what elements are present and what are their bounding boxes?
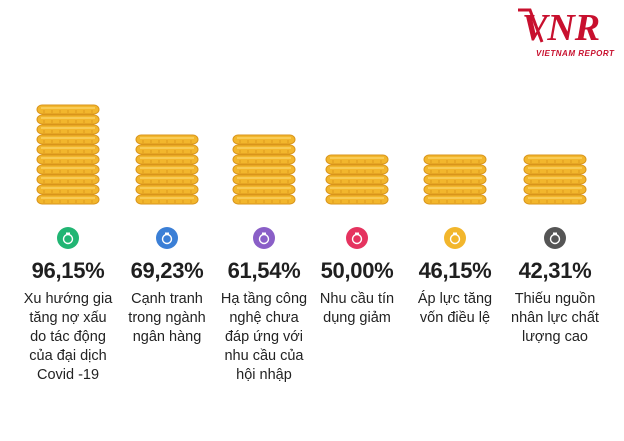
category-label: Nhu cầu tín dụng giảm — [305, 290, 409, 328]
category-label-line: do tác động — [30, 329, 106, 345]
category-label-line: nhu cầu của — [224, 348, 304, 364]
category-label-line: đáp ứng với — [224, 329, 304, 345]
category-label: Xu hướng gia tăng nợ xấu do tác động của đạ… — [16, 290, 120, 385]
category-label: Áp lực tăng vốn điều lệ — [403, 290, 507, 328]
vnr-logo-mark: VNR — [518, 7, 600, 49]
value-label: 50,00% — [320, 258, 394, 283]
category-label-line: trong ngành — [128, 310, 206, 326]
value-label: 46,15% — [418, 258, 492, 283]
category-label-line: tăng nợ xấu — [29, 310, 107, 326]
category-label-line: Nhu cầu tín — [319, 291, 395, 307]
category-label-line: hội nhập — [236, 367, 292, 383]
value-label: 42,31% — [518, 258, 592, 283]
category-label-line: lượng cao — [522, 329, 588, 345]
category-label-line: dụng giảm — [323, 310, 391, 326]
coin-bag-icon — [444, 227, 466, 249]
category-label: Thiếu nguồn nhân lực chất lượng cao — [503, 290, 607, 347]
category-label-line: nhân lực chất — [511, 310, 599, 326]
person-icon — [544, 227, 566, 249]
category-label: Hạ tầng công nghệ chưa đáp ứng với nhu cầu … — [212, 290, 316, 385]
value-label: 69,23% — [130, 258, 204, 283]
money-bag-icon — [57, 227, 79, 249]
category-label-line: Cạnh tranh — [131, 291, 203, 307]
coin-stack-bar — [523, 154, 587, 205]
category-label-line: của đại dịch — [29, 348, 107, 364]
network-icon — [253, 227, 275, 249]
category-label-line: Thiếu nguồn — [514, 291, 596, 307]
coin-stack-bar — [36, 104, 100, 205]
category-label-line: nghệ chưa — [229, 310, 299, 326]
category-label-line: vốn điều lệ — [419, 310, 491, 326]
value-label: 61,54% — [227, 258, 301, 283]
category-label-line: Xu hướng gia — [23, 291, 113, 307]
coin-stack-bar — [423, 154, 487, 205]
logo-subtitle: VIETNAM REPORT — [536, 49, 615, 58]
category-label-line: ngân hàng — [132, 329, 202, 345]
people-group-icon — [156, 227, 178, 249]
category-label: Cạnh tranh trong ngành ngân hàng — [115, 290, 219, 347]
category-label-line: Áp lực tăng — [417, 291, 493, 307]
credit-card-icon — [346, 227, 368, 249]
coin-stack-bar — [325, 154, 389, 205]
coin-stack-bar — [135, 134, 199, 205]
coin-stack-bar — [232, 134, 296, 205]
svg-text:VNR: VNR — [522, 7, 600, 49]
value-label: 96,15% — [31, 258, 105, 283]
category-label-line: Hạ tầng công — [220, 291, 308, 307]
vietnam-report-logo: VNR VIETNAM REPORT — [516, 2, 616, 64]
category-label-line: Covid -19 — [36, 367, 100, 383]
